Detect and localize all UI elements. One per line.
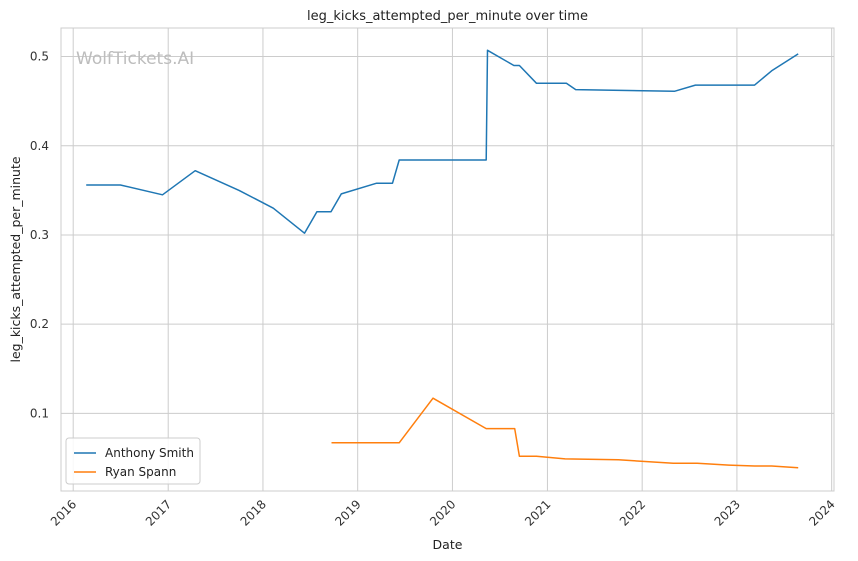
legend-entry-label: Ryan Spann bbox=[105, 465, 176, 479]
legend-entry-label: Anthony Smith bbox=[105, 446, 194, 460]
y-tick-label: 0.1 bbox=[30, 406, 49, 420]
x-tick-label: 2023 bbox=[712, 497, 743, 528]
x-tick-label: 2020 bbox=[427, 497, 458, 528]
x-tick-label: 2022 bbox=[617, 497, 648, 528]
chart-grid bbox=[61, 28, 834, 491]
watermark-text: WolfTickets.AI bbox=[76, 49, 194, 69]
x-tick-label: 2016 bbox=[48, 497, 79, 528]
y-tick-label: 0.2 bbox=[30, 317, 49, 331]
plot-area-frame bbox=[60, 27, 835, 492]
x-axis-label: Date bbox=[433, 537, 463, 552]
x-tick-label: 2021 bbox=[522, 497, 553, 528]
chart-title: leg_kicks_attempted_per_minute over time bbox=[307, 9, 588, 24]
x-tick-label: 2017 bbox=[143, 497, 174, 528]
series-line-2 bbox=[331, 397, 799, 469]
y-axis-label: leg_kicks_attempted_per_minute bbox=[8, 156, 23, 362]
x-tick-label: 2019 bbox=[332, 497, 363, 528]
y-tick-label: 0.4 bbox=[30, 139, 49, 153]
legend-box bbox=[65, 437, 201, 485]
series-layer bbox=[86, 49, 799, 469]
x-tick-label: 2018 bbox=[238, 497, 269, 528]
legend: Anthony Smith Ryan Spann bbox=[65, 437, 201, 485]
y-tick-label: 0.3 bbox=[30, 228, 49, 242]
y-tick-label: 0.5 bbox=[30, 50, 49, 64]
series-line-1 bbox=[86, 49, 799, 234]
x-tick-label: 2024 bbox=[806, 497, 837, 528]
